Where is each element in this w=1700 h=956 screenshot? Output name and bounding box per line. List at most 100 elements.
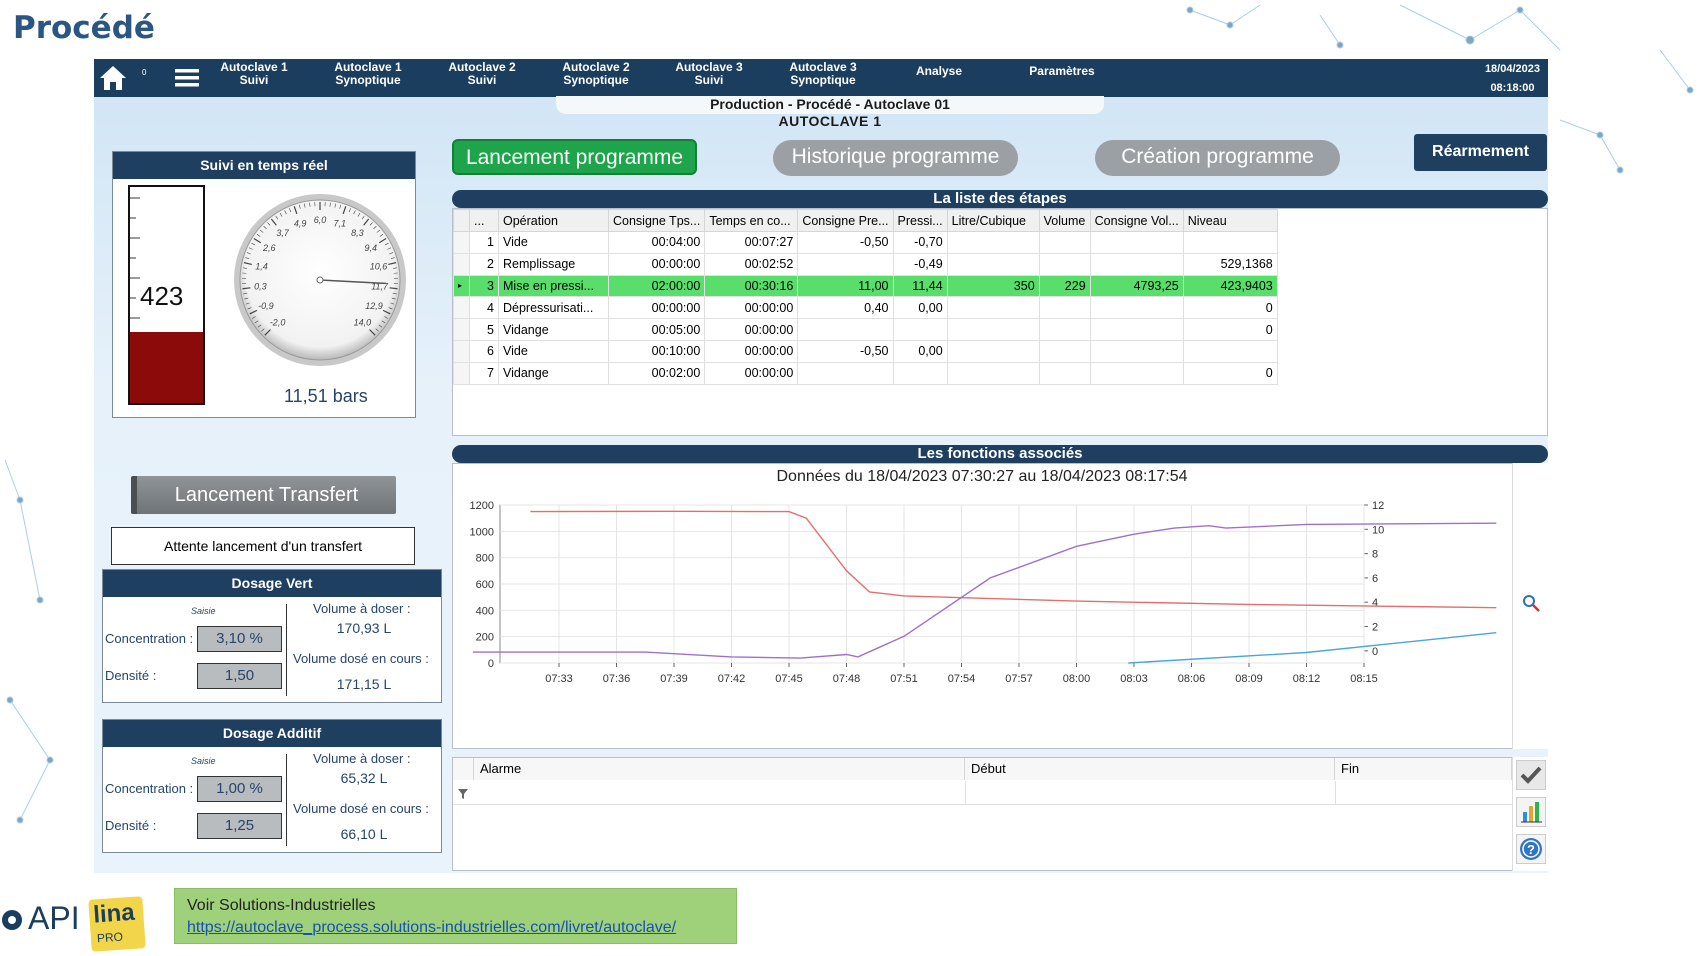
gauge-needle xyxy=(319,279,386,285)
gauge-tick xyxy=(389,287,398,290)
statistics-chart-icon[interactable] xyxy=(1516,797,1546,827)
col-litre-cubique[interactable]: Litre/Cubique xyxy=(946,209,1040,232)
nav-autoclave3-suivi[interactable]: Autoclave 3 Suivi xyxy=(675,60,743,87)
gauge-tick xyxy=(382,309,391,315)
series-line-2 xyxy=(472,522,1497,659)
table-row[interactable]: 5 Vidange 00:05:00 00:00:00 0 xyxy=(453,318,1278,341)
nav-autoclave2-synoptique[interactable]: Autoclave 2 Synoptique xyxy=(562,60,630,87)
gauge-tick xyxy=(385,242,389,246)
table-row[interactable]: 7 Vidange 00:02:00 00:00:00 0 xyxy=(453,361,1278,385)
x-tick-label: 08:03 xyxy=(1120,673,1148,685)
step-litre-cubique xyxy=(946,296,1040,320)
table-row[interactable]: ▸ 3 Mise en pressi... 02:00:00 00:30:16 11,00… xyxy=(453,274,1278,298)
step-volume xyxy=(1038,296,1091,320)
step-temps-en-cours: 00:00:00 xyxy=(704,339,799,363)
col-sort[interactable]: ... xyxy=(469,209,499,232)
step-operation: Vide xyxy=(498,231,609,254)
y-right-tick-label: 4 xyxy=(1372,597,1378,609)
acknowledge-check-icon[interactable] xyxy=(1516,760,1546,790)
nav-autoclave3-synoptique[interactable]: Autoclave 3 Synoptique xyxy=(789,60,857,87)
nav-analyse[interactable]: Analyse xyxy=(915,64,963,78)
col-debut[interactable]: Début xyxy=(965,758,1335,780)
nav-autoclave1-synoptique[interactable]: Autoclave 1 Synoptique xyxy=(334,60,402,87)
gauge-tick xyxy=(254,320,259,324)
step-consigne-tps: 00:00:00 xyxy=(607,296,706,320)
gauge-tick xyxy=(373,225,377,230)
col-consigne-pression[interactable]: Consigne Pre... xyxy=(797,209,894,232)
gauge-tick xyxy=(379,233,384,237)
concentration-input[interactable]: 3,10 % xyxy=(197,626,282,652)
gauge-tick xyxy=(388,307,393,310)
table-row[interactable]: 1 Vide 00:04:00 00:07:27 -0,50 -0,70 xyxy=(453,231,1278,254)
launch-program-button[interactable]: Lancement programme xyxy=(452,139,697,175)
gauge-tick xyxy=(309,202,311,207)
col-volume[interactable]: Volume xyxy=(1038,209,1091,232)
gauge-tick xyxy=(270,218,277,226)
col-temps-en-cours[interactable]: Temps en co... xyxy=(704,209,799,232)
x-tick-label: 07:39 xyxy=(660,673,688,685)
row-indicator xyxy=(453,318,470,341)
col-consigne-tps[interactable]: Consigne Tps... xyxy=(607,209,706,232)
table-row[interactable]: 2 Remplissage 00:00:00 00:02:52 -0,49 529,136… xyxy=(453,252,1278,276)
gauge-tick xyxy=(245,257,250,260)
row-indicator xyxy=(453,252,470,276)
x-tick-label: 07:57 xyxy=(1005,673,1033,685)
nav-parametres[interactable]: Paramètres xyxy=(1029,64,1095,78)
filter-icon[interactable] xyxy=(458,787,468,799)
home-icon[interactable] xyxy=(98,64,128,92)
gauge-tick xyxy=(342,206,347,215)
gauge-tick xyxy=(261,328,265,332)
create-program-button[interactable]: Création programme xyxy=(1095,140,1340,176)
volume-to-dose-label: Volume à doser : xyxy=(313,601,411,616)
densite-input[interactable]: 1,50 xyxy=(197,663,282,689)
zoom-search-icon[interactable] xyxy=(1521,593,1541,613)
table-row[interactable]: 4 Dépressurisati... 00:00:00 00:00:00 0,40 0,… xyxy=(453,296,1278,320)
col-fin[interactable]: Fin xyxy=(1335,758,1512,780)
gauge-tick xyxy=(242,287,251,290)
dosage-vert-title: Dosage Vert xyxy=(103,570,441,597)
col-pression[interactable]: Pressi... xyxy=(892,209,948,232)
col-operation[interactable]: Opération xyxy=(498,209,609,232)
launch-transfer-button[interactable]: Lancement Transfert xyxy=(131,476,396,514)
saisie-label: Saisie xyxy=(191,756,216,766)
menu-icon[interactable] xyxy=(174,67,200,89)
gauge-tick xyxy=(298,204,301,209)
y-left-tick-label: 1200 xyxy=(470,500,494,512)
gauge-tick xyxy=(387,247,392,250)
step-operation: Vidange xyxy=(498,361,609,385)
gauge-tick xyxy=(263,225,267,230)
realtime-panel-title: Suivi en temps réel xyxy=(113,152,415,179)
step-niveau xyxy=(1182,339,1278,363)
step-temps-en-cours: 00:07:27 xyxy=(704,231,799,254)
col-consigne-volume[interactable]: Consigne Vol... xyxy=(1089,209,1184,232)
x-tick-label: 08:15 xyxy=(1350,673,1378,685)
step-volume xyxy=(1038,231,1091,254)
step-volume xyxy=(1038,339,1091,363)
table-row[interactable]: 6 Vide 00:10:00 00:00:00 -0,50 0,00 xyxy=(453,339,1278,363)
gauge-tick xyxy=(247,307,252,310)
nav-autoclave2-suivi[interactable]: Autoclave 2 Suivi xyxy=(448,60,516,87)
step-niveau: 0 xyxy=(1182,318,1278,341)
gauge-tick xyxy=(252,316,256,319)
help-icon[interactable]: ? xyxy=(1516,834,1546,864)
gauge-tick xyxy=(361,215,365,220)
step-consigne-volume xyxy=(1089,339,1184,363)
densite-input[interactable]: 1,25 xyxy=(197,813,282,839)
alarm-row-header xyxy=(453,758,474,780)
row-indicator xyxy=(453,296,470,320)
solutions-url-link[interactable]: https://autoclave_process.solutions-indu… xyxy=(187,919,677,936)
step-temps-en-cours: 00:00:00 xyxy=(704,318,799,341)
reset-button[interactable]: Réarmement xyxy=(1414,134,1547,171)
concentration-input[interactable]: 1,00 % xyxy=(197,776,282,802)
history-program-button[interactable]: Historique programme xyxy=(773,140,1018,176)
gauge-tick xyxy=(249,309,258,315)
nav-autoclave1-suivi[interactable]: Autoclave 1 Suivi xyxy=(220,60,288,87)
col-niveau[interactable]: Niveau xyxy=(1182,209,1278,232)
step-pression xyxy=(892,361,948,385)
gauge-label: 8,3 xyxy=(351,228,364,238)
col-alarme[interactable]: Alarme xyxy=(474,758,965,780)
volume-dosed-label: Volume dosé en cours : xyxy=(293,651,429,666)
gauge-label: 9,4 xyxy=(365,243,378,253)
volume-dosed-label: Volume dosé en cours : xyxy=(293,801,429,816)
svg-text:?: ? xyxy=(1527,842,1535,857)
